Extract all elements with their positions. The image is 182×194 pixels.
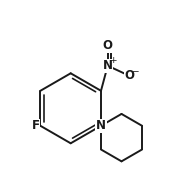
Text: +: +: [109, 55, 116, 65]
Text: N: N: [103, 59, 113, 72]
Text: O: O: [124, 69, 134, 82]
Text: F: F: [31, 119, 39, 132]
Text: −: −: [131, 67, 139, 76]
Text: N: N: [96, 119, 106, 132]
Text: O: O: [103, 39, 113, 52]
